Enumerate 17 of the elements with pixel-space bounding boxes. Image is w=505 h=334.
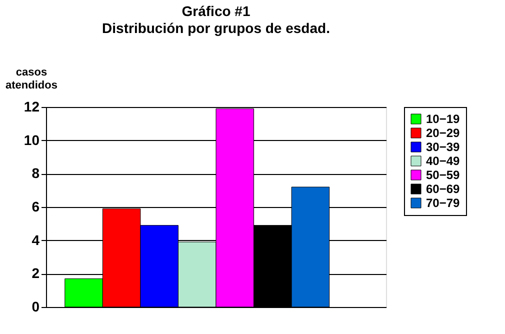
chart-title: Gráfico #1	[182, 3, 250, 19]
y-tick-label: 12	[24, 98, 40, 114]
legend-label: 70−79	[426, 196, 460, 210]
legend-label: 40−49	[426, 154, 460, 168]
legend-label: 30−39	[426, 140, 460, 154]
legend-label: 50−59	[426, 168, 460, 182]
y-tick-label: 6	[32, 198, 40, 214]
y-tick-label: 2	[32, 265, 40, 282]
y-tick-label: 4	[32, 232, 40, 248]
legend-label: 10−19	[426, 112, 460, 126]
chart-subtitle: Distribución por grupos de esdad.	[102, 20, 330, 36]
y-tick-label: 10	[24, 132, 40, 148]
y-tick-label: 8	[32, 165, 40, 182]
y-axis-title: casos atendidos	[6, 66, 58, 92]
y-tick-label: 0	[32, 298, 40, 314]
legend-label: 60−69	[426, 182, 460, 196]
legend-label: 20−29	[426, 126, 460, 140]
